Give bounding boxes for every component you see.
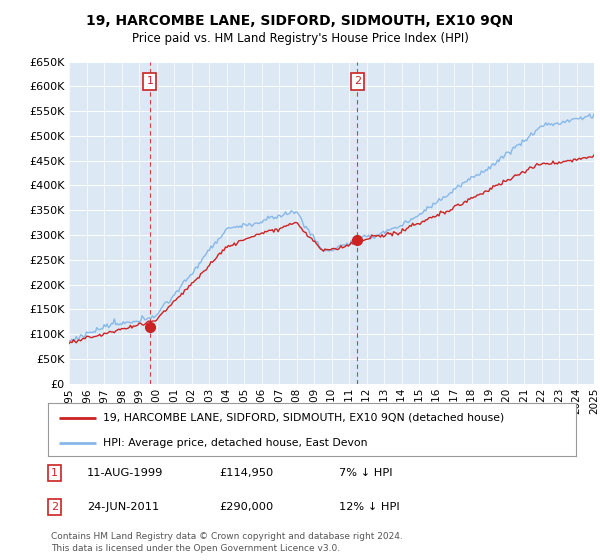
Text: 1: 1 xyxy=(146,76,154,86)
Text: 12% ↓ HPI: 12% ↓ HPI xyxy=(339,502,400,512)
Text: 2: 2 xyxy=(51,502,58,512)
Text: 1: 1 xyxy=(51,468,58,478)
Text: HPI: Average price, detached house, East Devon: HPI: Average price, detached house, East… xyxy=(103,438,368,448)
Text: £290,000: £290,000 xyxy=(219,502,273,512)
Text: Price paid vs. HM Land Registry's House Price Index (HPI): Price paid vs. HM Land Registry's House … xyxy=(131,32,469,45)
Text: 11-AUG-1999: 11-AUG-1999 xyxy=(87,468,163,478)
Text: 24-JUN-2011: 24-JUN-2011 xyxy=(87,502,159,512)
Text: 2: 2 xyxy=(354,76,361,86)
Text: 7% ↓ HPI: 7% ↓ HPI xyxy=(339,468,392,478)
Text: 19, HARCOMBE LANE, SIDFORD, SIDMOUTH, EX10 9QN: 19, HARCOMBE LANE, SIDFORD, SIDMOUTH, EX… xyxy=(86,14,514,28)
Text: £114,950: £114,950 xyxy=(219,468,273,478)
Text: 19, HARCOMBE LANE, SIDFORD, SIDMOUTH, EX10 9QN (detached house): 19, HARCOMBE LANE, SIDFORD, SIDMOUTH, EX… xyxy=(103,413,505,423)
Text: Contains HM Land Registry data © Crown copyright and database right 2024.
This d: Contains HM Land Registry data © Crown c… xyxy=(51,533,403,553)
